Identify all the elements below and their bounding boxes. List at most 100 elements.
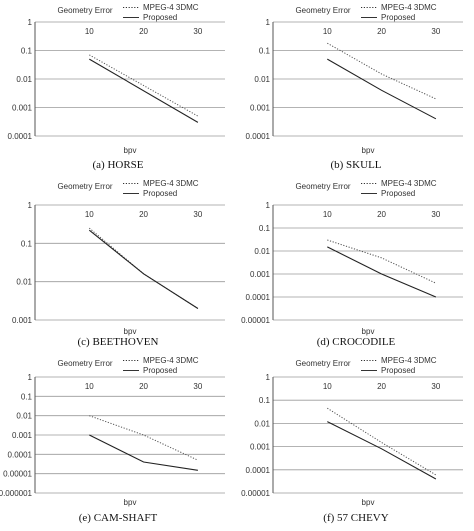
x-tick-label: 10 (85, 382, 94, 391)
panel-caption: (c) BEETHOVEN (78, 336, 159, 348)
y-tick-label: 0.001 (12, 316, 33, 325)
y-tick-label: 0.001 (12, 431, 33, 440)
legend-label: Proposed (381, 366, 415, 375)
x-axis-label: bpv (124, 146, 137, 155)
x-axis-label: bpv (124, 498, 137, 507)
x-tick-label: 20 (139, 382, 148, 391)
series-line-mpeg4-3dmc (327, 239, 437, 284)
x-tick-label: 10 (85, 210, 94, 219)
legend-label: Proposed (381, 189, 415, 198)
y-tick-label: 0.0001 (246, 466, 271, 475)
x-tick-label: 30 (193, 27, 202, 36)
y-tick-label: 0.0001 (8, 450, 33, 459)
legend-label: Proposed (143, 13, 177, 22)
series-line-mpeg4-3dmc (88, 227, 199, 309)
y-tick-label: 1 (28, 373, 33, 382)
panel-caption: (e) CAM-SHAFT (79, 512, 158, 524)
x-tick-label: 20 (377, 382, 386, 391)
series-line-proposed (89, 434, 198, 471)
y-tick-label: 0.01 (16, 278, 32, 287)
chart-title: Geometry Error (295, 359, 350, 368)
series-line-proposed (327, 246, 437, 298)
y-tick-label: 1 (266, 18, 271, 27)
chart-title: Geometry Error (295, 6, 350, 15)
series-line-mpeg4-3dmc (327, 407, 437, 476)
x-tick-label: 10 (323, 210, 332, 219)
y-tick-label: 0.00001 (241, 489, 270, 498)
y-tick-label: 1 (266, 201, 271, 210)
series-line-mpeg4-3dmc (327, 42, 437, 100)
x-tick-label: 10 (323, 27, 332, 36)
legend-label: Proposed (143, 366, 177, 375)
x-tick-label: 10 (323, 382, 332, 391)
legend-label: MPEG-4 3DMC (381, 3, 437, 12)
chart-panel: 1 0.1 0.01 0.001 0.0001 0.00001 10 20 30 Geometry… (241, 179, 463, 348)
y-tick-label: 0.000001 (0, 489, 33, 498)
y-tick-label: 0.1 (21, 392, 33, 401)
x-axis-label: bpv (124, 327, 137, 336)
chart-title: Geometry Error (57, 182, 112, 191)
panel-caption: (a) HORSE (92, 159, 143, 171)
x-tick-label: 30 (431, 210, 440, 219)
y-tick-label: 0.0001 (246, 293, 271, 302)
chart-title: Geometry Error (57, 359, 112, 368)
x-tick-label: 20 (377, 27, 386, 36)
y-tick-label: 0.001 (250, 443, 271, 452)
y-tick-label: 0.001 (250, 104, 271, 113)
series-line-proposed (88, 229, 199, 309)
series-line-mpeg4-3dmc (89, 54, 199, 117)
series-line-proposed (89, 58, 199, 123)
legend-label: Proposed (381, 13, 415, 22)
y-tick-label: 1 (266, 373, 271, 382)
chart-panel: 1 0.1 0.01 0.001 10 20 30 Geometry Error MPEG-4 … (12, 179, 225, 348)
y-tick-label: 1 (28, 18, 33, 27)
x-tick-label: 30 (193, 210, 202, 219)
legend-label: MPEG-4 3DMC (381, 179, 437, 188)
x-tick-label: 10 (85, 27, 94, 36)
chart-panel: 1 0.1 0.01 0.001 0.0001 10 20 30 Geometry Error M… (246, 3, 463, 171)
y-tick-label: 0.001 (250, 270, 271, 279)
x-tick-label: 30 (431, 382, 440, 391)
x-tick-label: 20 (377, 210, 386, 219)
panel-caption: (f) 57 CHEVY (323, 512, 388, 524)
y-tick-label: 0.01 (254, 75, 270, 84)
chart-panel: 1 0.1 0.01 0.001 0.0001 0.00001 10 20 30 Geometry… (241, 356, 463, 524)
y-tick-label: 0.01 (254, 247, 270, 256)
x-tick-label: 30 (193, 382, 202, 391)
y-tick-label: 0.1 (259, 224, 271, 233)
panel-caption: (d) CROCODILE (317, 336, 396, 348)
chart-title: Geometry Error (57, 6, 112, 15)
chart-title: Geometry Error (295, 182, 350, 191)
series-line-proposed (327, 421, 437, 480)
y-tick-label: 0.00001 (241, 316, 270, 325)
x-tick-label: 30 (431, 27, 440, 36)
y-tick-label: 1 (28, 201, 33, 210)
series-line-mpeg4-3dmc (89, 415, 199, 461)
legend-label: MPEG-4 3DMC (143, 3, 199, 12)
x-axis-label: bpv (362, 146, 375, 155)
y-tick-label: 0.1 (21, 47, 33, 56)
chart-panel: 1 0.1 0.01 0.001 0.0001 0.00001 0.000001 10 20 30… (0, 356, 225, 524)
x-tick-label: 20 (139, 210, 148, 219)
legend-label: MPEG-4 3DMC (143, 179, 199, 188)
y-tick-label: 0.00001 (3, 470, 32, 479)
y-tick-label: 0.0001 (8, 132, 33, 141)
legend-label: Proposed (143, 189, 177, 198)
x-tick-label: 20 (139, 27, 148, 36)
y-tick-label: 0.0001 (246, 132, 271, 141)
panel-caption: (b) SKULL (330, 159, 381, 171)
y-tick-label: 0.1 (259, 47, 271, 56)
y-tick-label: 0.001 (12, 104, 33, 113)
x-axis-label: bpv (362, 327, 375, 336)
series-line-proposed (327, 58, 437, 120)
legend-label: MPEG-4 3DMC (381, 356, 437, 365)
y-tick-label: 0.01 (254, 419, 270, 428)
chart-panel: 1 0.1 0.01 0.001 0.0001 10 20 30 Geometry Error M… (8, 3, 225, 171)
y-tick-label: 0.01 (16, 412, 32, 421)
x-axis-label: bpv (362, 498, 375, 507)
y-tick-label: 0.1 (259, 396, 271, 405)
legend-label: MPEG-4 3DMC (143, 356, 199, 365)
y-tick-label: 0.1 (21, 239, 33, 248)
y-tick-label: 0.01 (16, 75, 32, 84)
